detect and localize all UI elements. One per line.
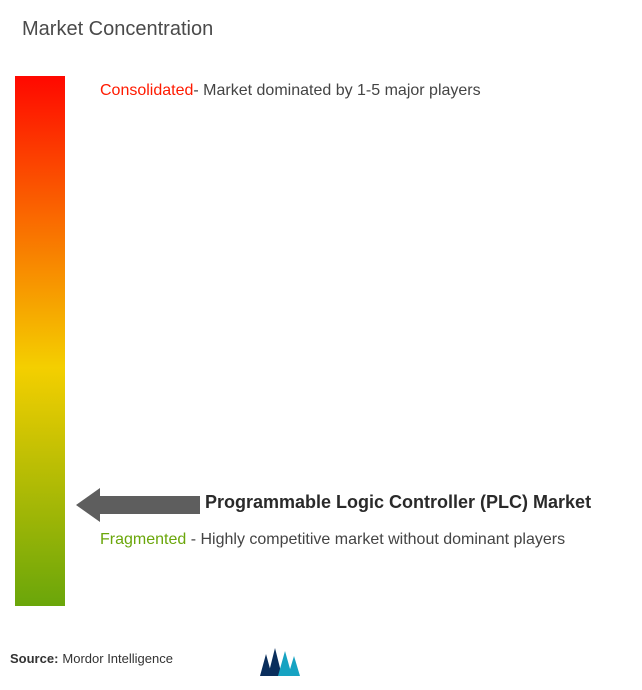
source-attribution: Source: Mordor Intelligence xyxy=(10,651,173,666)
arrow-left-icon xyxy=(76,488,100,522)
market-name-label: Programmable Logic Controller (PLC) Mark… xyxy=(205,492,638,513)
mordor-logo-icon xyxy=(260,646,300,676)
consolidated-description: - Market dominated by 1-5 major players xyxy=(193,82,480,99)
consolidated-label-line: Consolidated- Market dominated by 1-5 ma… xyxy=(100,80,632,102)
chart-title: Market Concentration xyxy=(22,18,213,41)
source-label: Source: xyxy=(10,651,58,666)
fragmented-description: - Highly competitive market without domi… xyxy=(186,531,565,548)
consolidated-keyword: Consolidated xyxy=(100,82,193,99)
market-position-arrow xyxy=(76,488,200,522)
concentration-gradient-bar xyxy=(15,76,65,606)
source-name: Mordor Intelligence xyxy=(62,651,173,666)
fragmented-label-line: Fragmented - Highly competitive market w… xyxy=(100,528,622,552)
fragmented-keyword: Fragmented xyxy=(100,531,186,548)
arrow-body xyxy=(98,496,200,514)
